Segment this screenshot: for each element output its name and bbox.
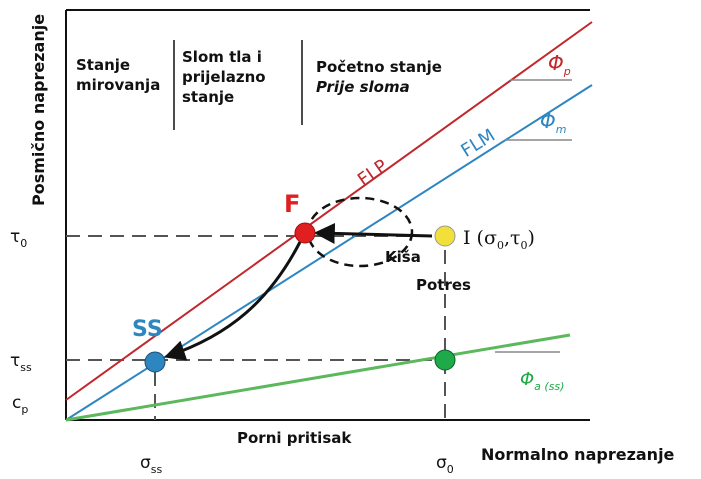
region-text: Početno stanje xyxy=(316,58,442,76)
phi-p: Φp xyxy=(548,51,571,78)
cp-label: cp xyxy=(12,393,28,416)
label-quake: Potres xyxy=(416,276,471,294)
label-rain: Kiša xyxy=(385,248,421,266)
label-i: I (σ0,τ0) xyxy=(463,227,535,252)
phi-a: Φa (ss) xyxy=(520,369,564,393)
angle-ticks xyxy=(495,79,572,353)
tau0-label: τ0 xyxy=(10,227,27,250)
flm-label: FLM xyxy=(457,125,499,162)
tauss-label: τss xyxy=(10,351,32,374)
region-text: stanje xyxy=(182,88,234,106)
separators xyxy=(173,40,303,130)
label-ss: SS xyxy=(132,317,163,342)
y-axis-label: Posmično naprezanje xyxy=(29,14,48,206)
axes xyxy=(65,9,590,421)
region-text: prijelazno xyxy=(182,68,266,86)
pore-label: Porni pritisak xyxy=(237,429,352,447)
flm-line xyxy=(65,84,593,421)
residual-line xyxy=(65,333,571,422)
region-text: mirovanja xyxy=(76,76,160,94)
point-ss xyxy=(144,351,166,373)
point-green xyxy=(434,349,456,371)
point-f xyxy=(294,222,316,244)
path-arrow xyxy=(313,222,433,244)
phi-m: Φm xyxy=(540,109,566,136)
flp-label: FLP xyxy=(354,156,392,191)
path-curve xyxy=(164,241,302,361)
region-text: Stanje xyxy=(76,56,130,74)
label-f: F xyxy=(284,190,300,218)
sigma0-label: σ0 xyxy=(436,453,454,476)
x-axis-label: Normalno naprezanje xyxy=(481,445,675,464)
flp-line xyxy=(65,21,593,401)
sigmass-label: σss xyxy=(140,453,163,476)
region-text: Prije sloma xyxy=(316,78,410,96)
region-text: Slom tla i xyxy=(182,48,262,66)
point-i xyxy=(434,225,456,247)
